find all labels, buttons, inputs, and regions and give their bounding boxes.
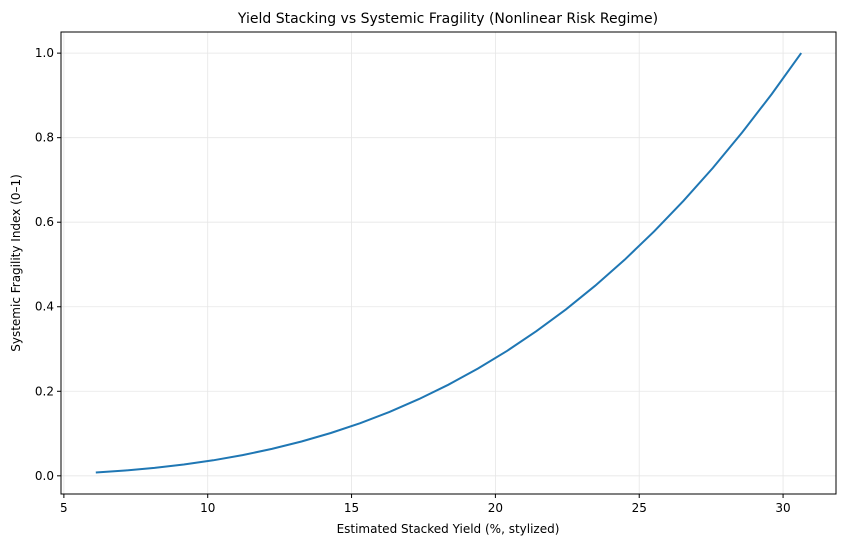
x-axis-label: Estimated Stacked Yield (%, stylized) — [337, 522, 560, 536]
x-tick-label: 25 — [632, 501, 647, 515]
y-tick-label: 1.0 — [35, 46, 54, 60]
series-line — [95, 52, 803, 474]
chart-title: Yield Stacking vs Systemic Fragility (No… — [237, 11, 658, 27]
y-axis-label: Systemic Fragility Index (0–1) — [9, 174, 23, 352]
grid — [61, 32, 836, 494]
y-tick-label: 0.6 — [35, 215, 54, 229]
x-tick-label: 20 — [488, 501, 503, 515]
ticks: 5 10 15 20 25 30 0.0 0.2 0.4 0.6 0.8 1.0 — [35, 46, 791, 515]
y-tick-label: 0.0 — [35, 469, 54, 483]
x-tick-label: 5 — [60, 501, 68, 515]
y-tick-label: 0.2 — [35, 384, 54, 398]
y-tick-label: 0.4 — [35, 300, 54, 314]
y-tick-label: 0.8 — [35, 131, 54, 145]
x-tick-label: 30 — [775, 501, 790, 515]
x-tick-label: 15 — [344, 501, 359, 515]
x-tick-label: 10 — [200, 501, 215, 515]
axes-frame — [60, 31, 837, 495]
